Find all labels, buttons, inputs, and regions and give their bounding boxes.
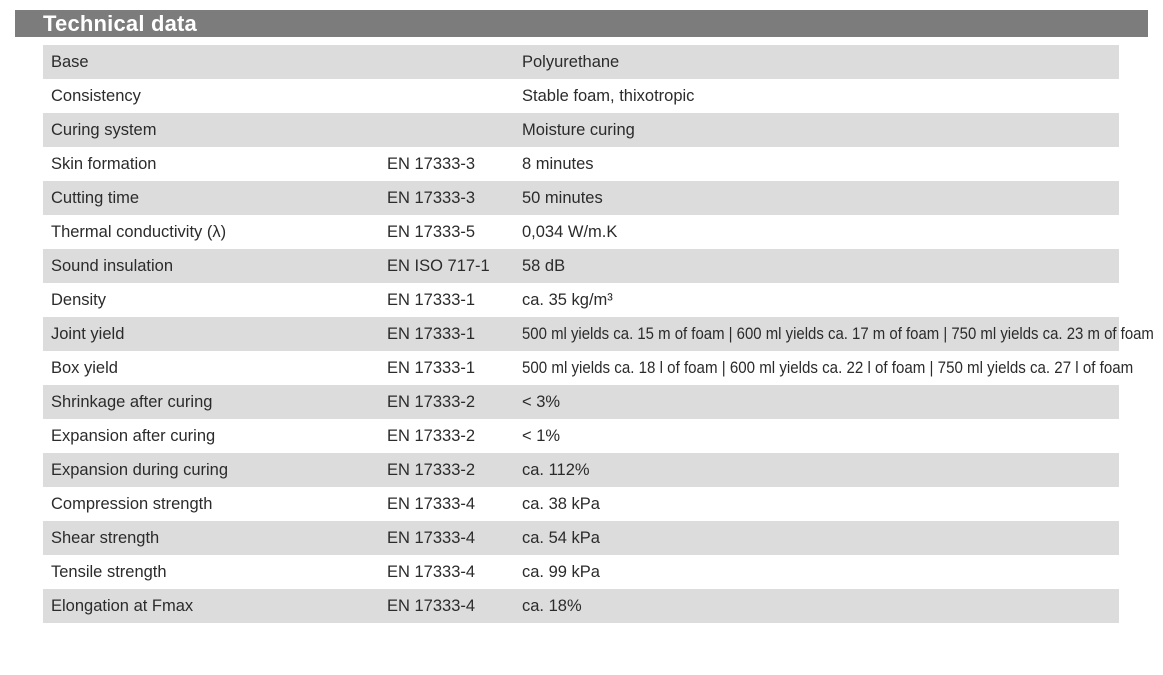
property-cell: Sound insulation	[51, 257, 174, 275]
value-cell: Polyurethane	[522, 53, 620, 71]
value-cell: ca. 38 kPa	[522, 495, 600, 513]
table-row: Expansion after curing EN 17333-2 < 1%	[43, 419, 1119, 453]
table-row: Sound insulation EN ISO 717-1 58 dB	[43, 249, 1119, 283]
section-header: Technical data	[15, 10, 1148, 37]
norm-cell: EN 17333-4	[387, 597, 476, 615]
value-cell: < 3%	[522, 393, 561, 411]
table-row: Shear strength EN 17333-4 ca. 54 kPa	[43, 521, 1119, 555]
property-cell: Shrinkage after curing	[51, 393, 213, 411]
property-cell: Expansion after curing	[51, 427, 216, 445]
table-row: Elongation at Fmax EN 17333-4 ca. 18%	[43, 589, 1119, 623]
property-cell: Consistency	[51, 87, 141, 105]
value-cell: ca. 18%	[522, 597, 582, 615]
property-cell: Skin formation	[51, 155, 157, 173]
table-row: Tensile strength EN 17333-4 ca. 99 kPa	[43, 555, 1119, 589]
table-row: Curing system Moisture curing	[43, 113, 1119, 147]
property-cell: Box yield	[51, 359, 118, 377]
table-row: Joint yield EN 17333-1 500 ml yields ca.…	[43, 317, 1154, 351]
norm-cell: EN 17333-3	[387, 189, 476, 207]
section-title: Technical data	[43, 11, 197, 36]
property-cell: Tensile strength	[51, 563, 167, 581]
property-cell: Thermal conductivity (λ)	[51, 223, 227, 241]
property-cell: Joint yield	[51, 325, 125, 343]
property-cell: Cutting time	[51, 189, 140, 207]
value-cell: 500 ml yields ca. 18 l of foam | 600 ml …	[522, 359, 1134, 377]
table-row: Base Polyurethane	[43, 45, 1119, 79]
value-cell: < 1%	[522, 427, 561, 445]
value-cell: ca. 99 kPa	[522, 563, 600, 581]
norm-cell: EN ISO 717-1	[387, 257, 490, 275]
norm-cell: EN 17333-4	[387, 495, 476, 513]
value-cell: 50 minutes	[522, 189, 603, 207]
property-cell: Curing system	[51, 121, 157, 139]
norm-cell: EN 17333-2	[387, 393, 476, 411]
norm-cell: EN 17333-3	[387, 155, 476, 173]
table-row: Density EN 17333-1 ca. 35 kg/m³	[43, 283, 1119, 317]
table-row: Thermal conductivity (λ) EN 17333-5 0,03…	[43, 215, 1119, 249]
value-cell: Stable foam, thixotropic	[522, 87, 695, 105]
table-row: Shrinkage after curing EN 17333-2 < 3%	[43, 385, 1119, 419]
norm-cell: EN 17333-1	[387, 325, 476, 343]
table-row: Compression strength EN 17333-4 ca. 38 k…	[43, 487, 1119, 521]
property-cell: Compression strength	[51, 495, 213, 513]
value-cell: 58 dB	[522, 257, 566, 275]
value-cell: ca. 35 kg/m³	[522, 291, 613, 309]
property-cell: Elongation at Fmax	[51, 597, 194, 615]
norm-cell: EN 17333-1	[387, 359, 476, 377]
value-cell: 8 minutes	[522, 155, 594, 173]
norm-cell: EN 17333-2	[387, 461, 476, 479]
table-row: Box yield EN 17333-1 500 ml yields ca. 1…	[43, 351, 1133, 385]
table-row: Expansion during curing EN 17333-2 ca. 1…	[43, 453, 1119, 487]
norm-cell: EN 17333-4	[387, 563, 476, 581]
value-cell: Moisture curing	[522, 121, 635, 139]
property-cell: Expansion during curing	[51, 461, 229, 479]
technical-data-table: Base Polyurethane Consistency Stable foa…	[43, 45, 1154, 623]
norm-cell: EN 17333-4	[387, 529, 476, 547]
property-cell: Base	[51, 53, 89, 71]
value-cell: 500 ml yields ca. 15 m of foam | 600 ml …	[522, 325, 1154, 343]
property-cell: Density	[51, 291, 107, 309]
table-row: Cutting time EN 17333-3 50 minutes	[43, 181, 1119, 215]
norm-cell: EN 17333-5	[387, 223, 476, 241]
table-row: Skin formation EN 17333-3 8 minutes	[43, 147, 1119, 181]
value-cell: ca. 54 kPa	[522, 529, 600, 547]
norm-cell: EN 17333-2	[387, 427, 476, 445]
table-row: Consistency Stable foam, thixotropic	[43, 79, 1119, 113]
value-cell: 0,034 W/m.K	[522, 223, 618, 241]
value-cell: ca. 112%	[522, 461, 590, 479]
norm-cell: EN 17333-1	[387, 291, 476, 309]
property-cell: Shear strength	[51, 529, 160, 547]
